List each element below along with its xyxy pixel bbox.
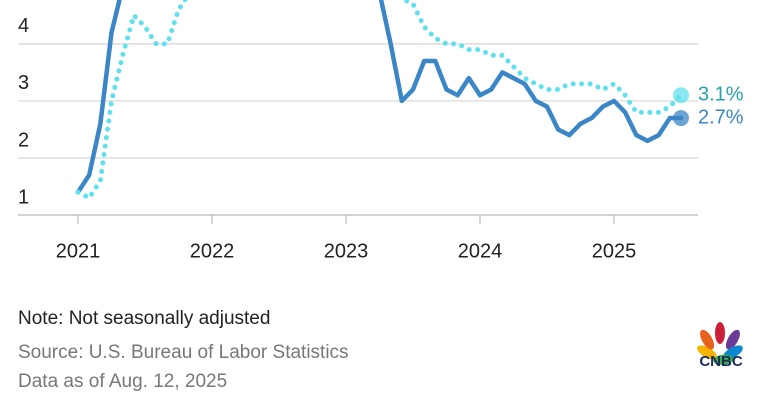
logo-peacock — [697, 322, 743, 365]
x-tick-label: 2024 — [458, 240, 503, 262]
series-line — [75, 0, 684, 195]
end-label: 3.1% — [698, 84, 744, 106]
y-tick-label: 2 — [18, 129, 29, 151]
end-dot — [672, 87, 689, 104]
series-line — [75, 0, 684, 201]
end-dot — [672, 110, 689, 127]
note: Note: Not seasonally adjusted — [18, 308, 270, 329]
logo-text: CNBC — [699, 353, 742, 370]
source: Source: U.S. Bureau of Labor Statistics — [18, 342, 349, 363]
y-tick-label: 4 — [18, 15, 29, 37]
x-tick-label: 2023 — [324, 240, 369, 262]
end-label: 2.7% — [698, 106, 744, 128]
y-tick-label: 3 — [18, 72, 29, 94]
x-tick-label: 2025 — [592, 240, 637, 262]
x-tick-label: 2021 — [56, 240, 101, 262]
x-tick-label: 2022 — [190, 240, 235, 262]
y-tick-label: 1 — [18, 186, 29, 208]
date: Data as of Aug. 12, 2025 — [18, 371, 227, 392]
